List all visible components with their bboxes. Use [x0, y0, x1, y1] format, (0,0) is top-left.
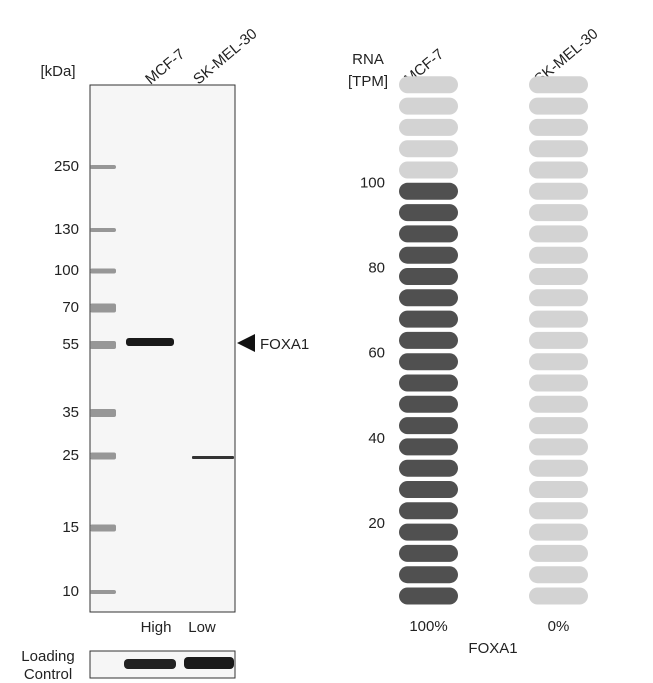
y-tick-label: 20 [368, 515, 385, 532]
value-label: 0% [548, 618, 570, 635]
target-label: FOXA1 [260, 336, 309, 353]
y-tick-label: 100 [360, 174, 385, 191]
band [124, 659, 176, 669]
ladder-band [90, 524, 116, 532]
y-tick-label: 40 [368, 430, 385, 447]
pill [399, 204, 458, 222]
ladder-band [90, 165, 116, 169]
pill [529, 76, 588, 94]
gene-label: FOXA1 [468, 640, 517, 657]
axis-label: [TPM] [348, 73, 388, 90]
pill [529, 395, 588, 413]
pill [529, 481, 588, 498]
pill [399, 395, 458, 413]
pill-column [529, 76, 588, 605]
pill [529, 438, 588, 456]
level-label: Low [188, 619, 216, 636]
band [192, 456, 234, 459]
pill [399, 310, 458, 328]
pill [529, 587, 588, 605]
marker-label: 130 [54, 221, 79, 238]
pill [529, 566, 588, 584]
pill [399, 481, 458, 498]
pill [529, 417, 588, 435]
pill-column [399, 76, 458, 605]
value-label: 100% [409, 618, 447, 635]
loading-label: Loading [21, 648, 74, 665]
band [184, 657, 234, 669]
pill [399, 587, 458, 605]
pill [399, 438, 458, 456]
marker-label: 70 [62, 299, 79, 316]
pill [399, 246, 458, 264]
marker-label: 25 [62, 447, 79, 464]
pill [529, 502, 588, 520]
pill [399, 331, 458, 349]
pill [529, 246, 588, 264]
lane-label: SK-MEL-30 [190, 25, 260, 88]
pill [399, 523, 458, 541]
pill [529, 374, 588, 392]
pill [399, 566, 458, 584]
marker-label: 10 [62, 583, 79, 600]
pill [399, 417, 458, 435]
pill [529, 268, 588, 285]
marker-label: 15 [62, 519, 79, 536]
ladder-band [90, 341, 116, 349]
pill [399, 225, 458, 243]
ladder-band [90, 452, 116, 460]
pill [399, 97, 458, 115]
pill [399, 182, 458, 200]
marker-label: 250 [54, 158, 79, 175]
pill [529, 161, 588, 179]
pill [529, 353, 588, 371]
kda-label: [kDa] [40, 63, 75, 80]
band [126, 338, 174, 346]
ladder-band [90, 590, 116, 594]
pill [529, 523, 588, 541]
ladder-band [90, 228, 116, 232]
pill [529, 544, 588, 562]
y-tick-label: 80 [368, 259, 385, 276]
pill [399, 118, 458, 136]
pill [399, 353, 458, 371]
pill [529, 204, 588, 222]
pill [399, 76, 458, 94]
pill [399, 140, 458, 158]
pill [529, 331, 588, 349]
pill [529, 225, 588, 243]
ladder-band [90, 409, 116, 417]
pill [399, 161, 458, 179]
level-label: High [141, 619, 172, 636]
marker-label: 55 [62, 336, 79, 353]
ladder-band [90, 268, 116, 274]
marker-label: 100 [54, 262, 79, 279]
pill [529, 289, 588, 307]
pill [399, 502, 458, 520]
ladder-band [90, 303, 116, 313]
pill [399, 374, 458, 392]
pill [529, 140, 588, 158]
y-tick-label: 60 [368, 345, 385, 362]
pill [399, 544, 458, 562]
pill [529, 118, 588, 136]
axis-label: RNA [352, 51, 384, 68]
pill [529, 459, 588, 477]
marker-label: 35 [62, 404, 79, 421]
pill [529, 97, 588, 115]
pill [529, 182, 588, 200]
lane-label: MCF-7 [142, 46, 188, 88]
pill [529, 310, 588, 328]
pill [399, 459, 458, 477]
pill [399, 289, 458, 307]
arrow [237, 334, 255, 352]
pill [399, 268, 458, 285]
loading-label: Control [24, 666, 72, 683]
